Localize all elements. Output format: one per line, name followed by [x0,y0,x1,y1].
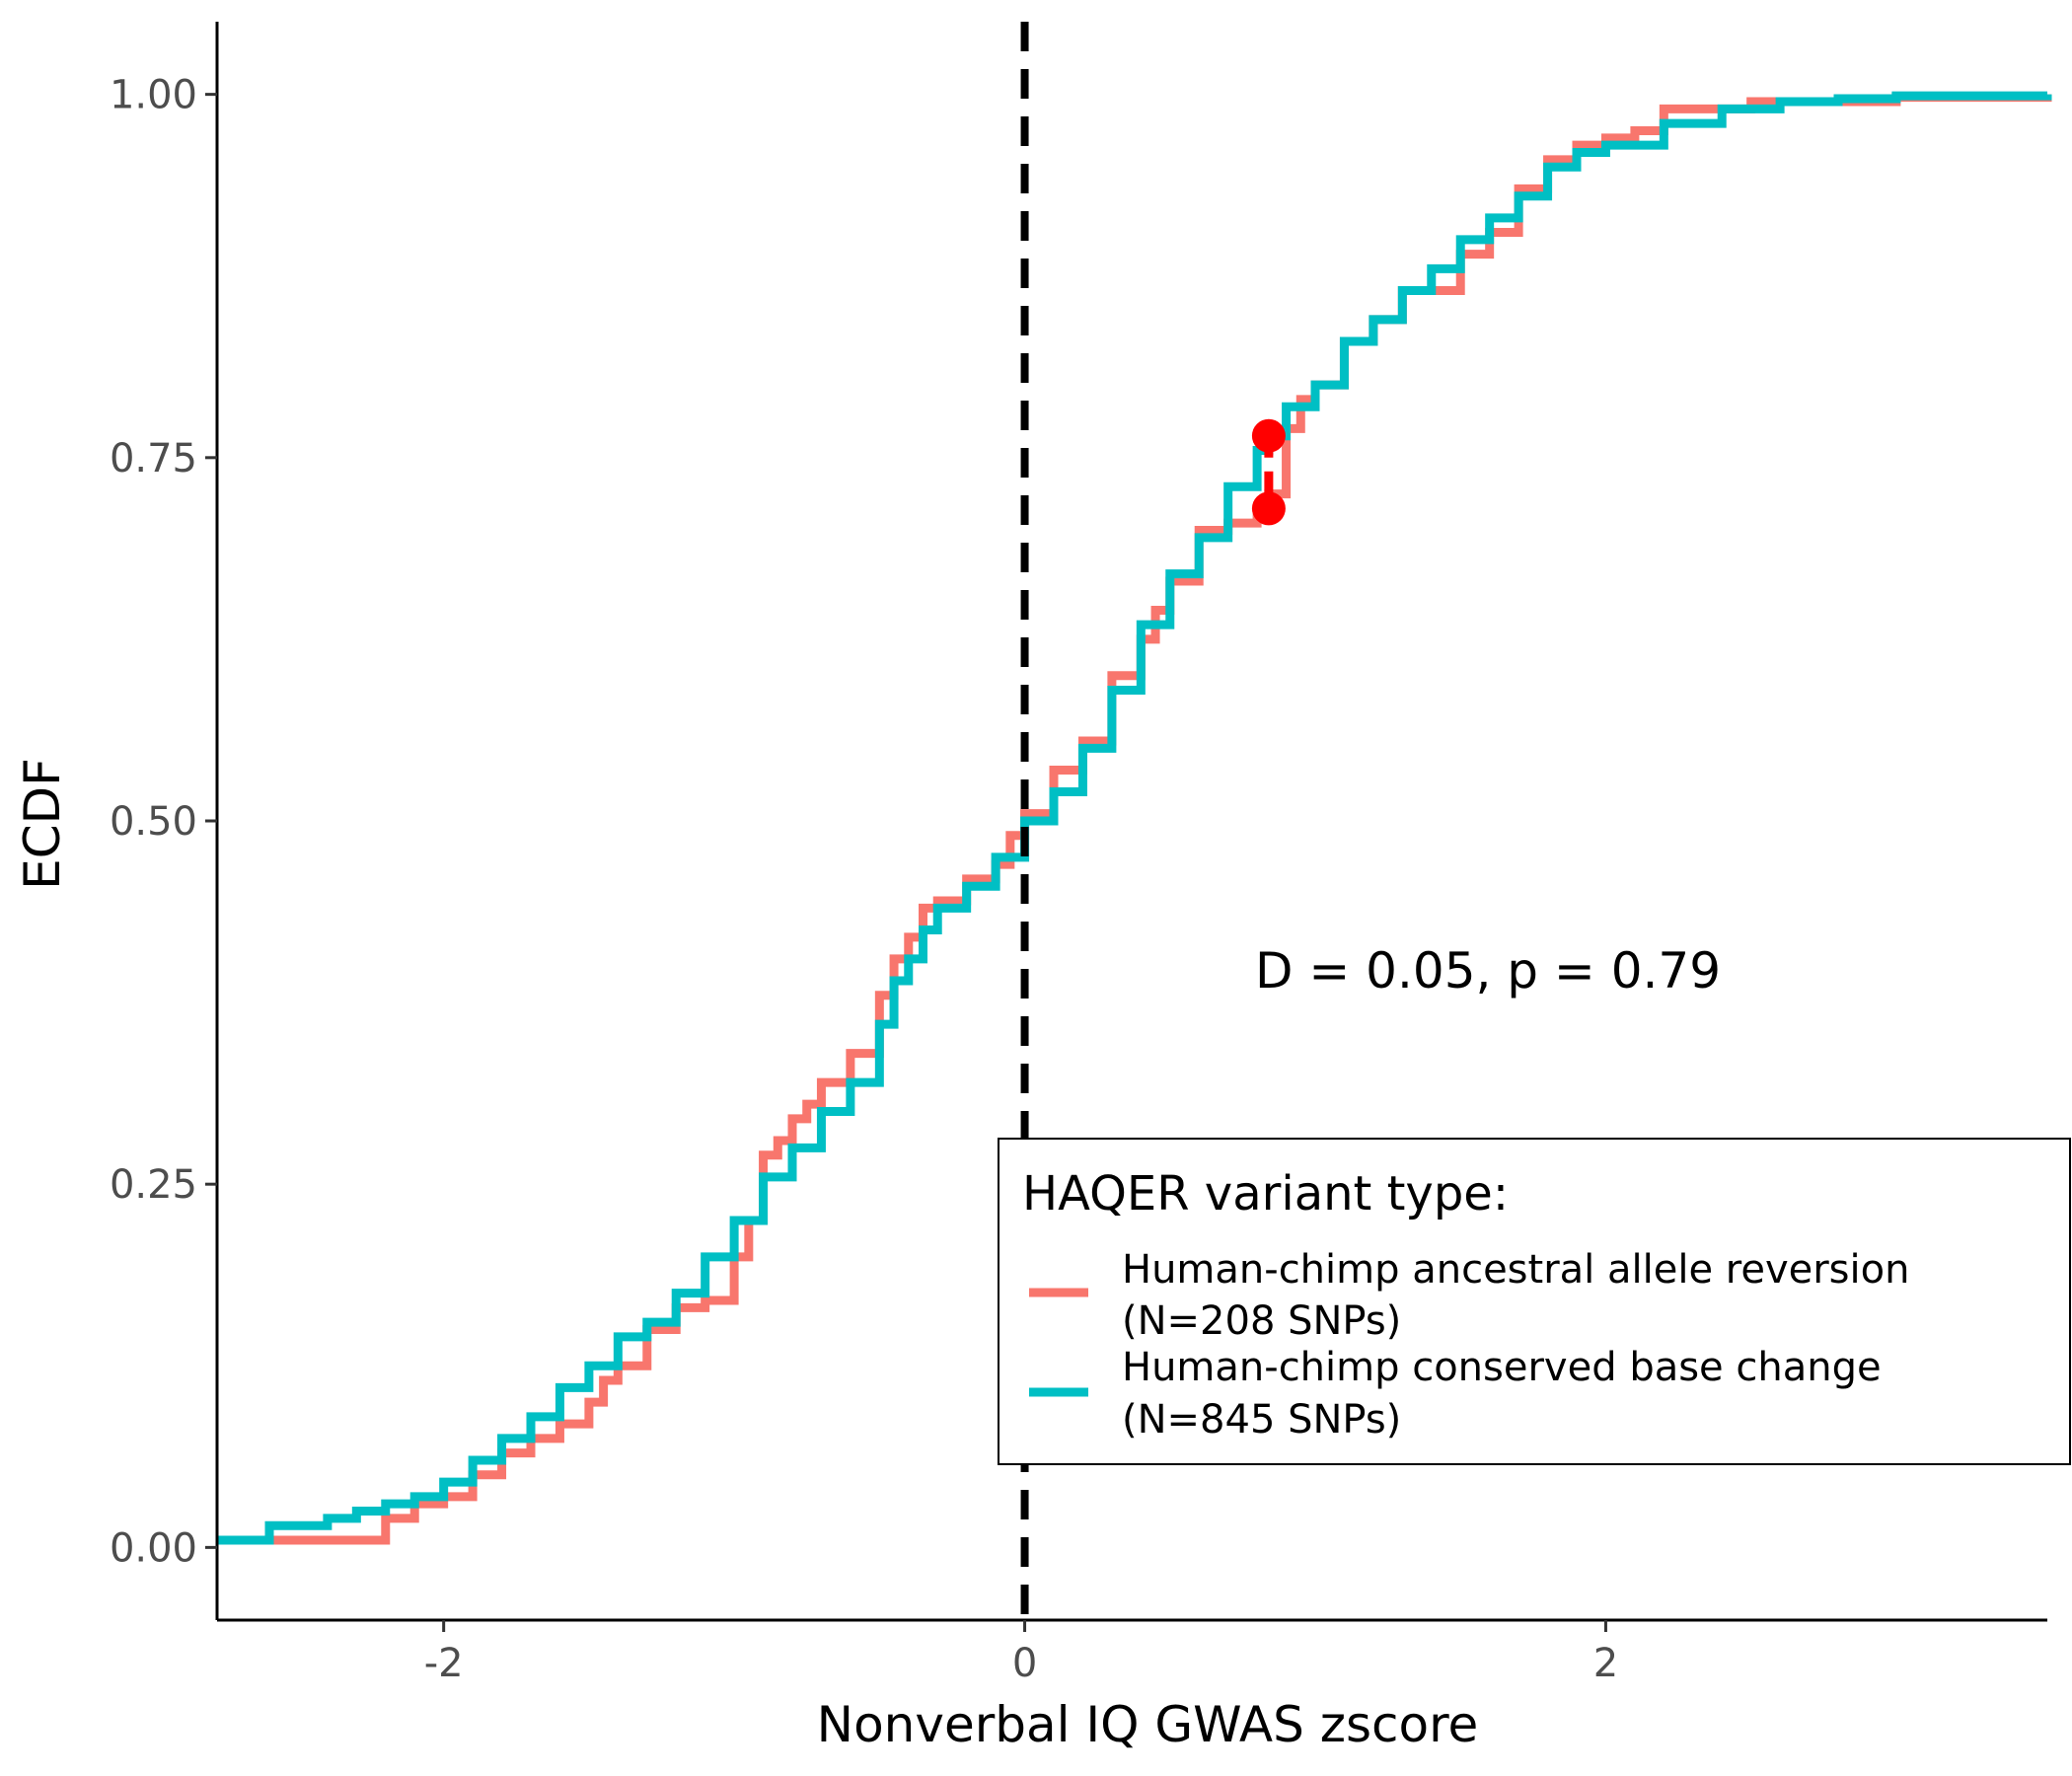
legend-label-ancestral-reversion-line1: Human-chimp ancestral allele reversion [1122,1247,1909,1293]
y-tick-label: 0.50 [110,799,197,845]
y-tick-label: 0.75 [110,436,197,481]
legend: HAQER variant type: Human-chimp ancestra… [998,1138,2071,1465]
y-tick-label: 0.25 [110,1162,197,1208]
legend-label-ancestral-reversion-line2: (N=208 SNPs) [1122,1298,1401,1344]
series-layer [217,91,2052,1545]
y-axis-title: ECDF [14,758,71,890]
legend-title: HAQER variant type: [1022,1166,1509,1221]
y-tick-label: 0.00 [110,1525,197,1571]
y-tick-label: 1.00 [110,73,197,118]
x-axis-title: Nonverbal IQ GWAS zscore [817,1696,1479,1753]
y-axis-ticks: 0.00 0.25 0.50 0.75 1.00 [110,73,217,1571]
x-tick-label: 0 [1012,1641,1037,1686]
legend-box [998,1138,2071,1465]
ks-point-lower [1251,491,1286,526]
ks-point-upper [1251,418,1286,453]
x-axis-ticks: -2 0 2 [424,1620,1618,1686]
x-tick-label: -2 [424,1641,464,1686]
ecdf-line-conserved-change [217,91,2052,1545]
legend-label-conserved-change-line1: Human-chimp conserved base change [1122,1345,1882,1390]
ks-test-annotation: D = 0.05, p = 0.79 [1255,942,1721,999]
x-tick-label: 2 [1593,1641,1618,1686]
legend-label-conserved-change-line2: (N=845 SNPs) [1122,1397,1401,1443]
ks-marker-group [1251,418,1286,526]
ecdf-line-ancestral-reversion [217,93,2052,1545]
